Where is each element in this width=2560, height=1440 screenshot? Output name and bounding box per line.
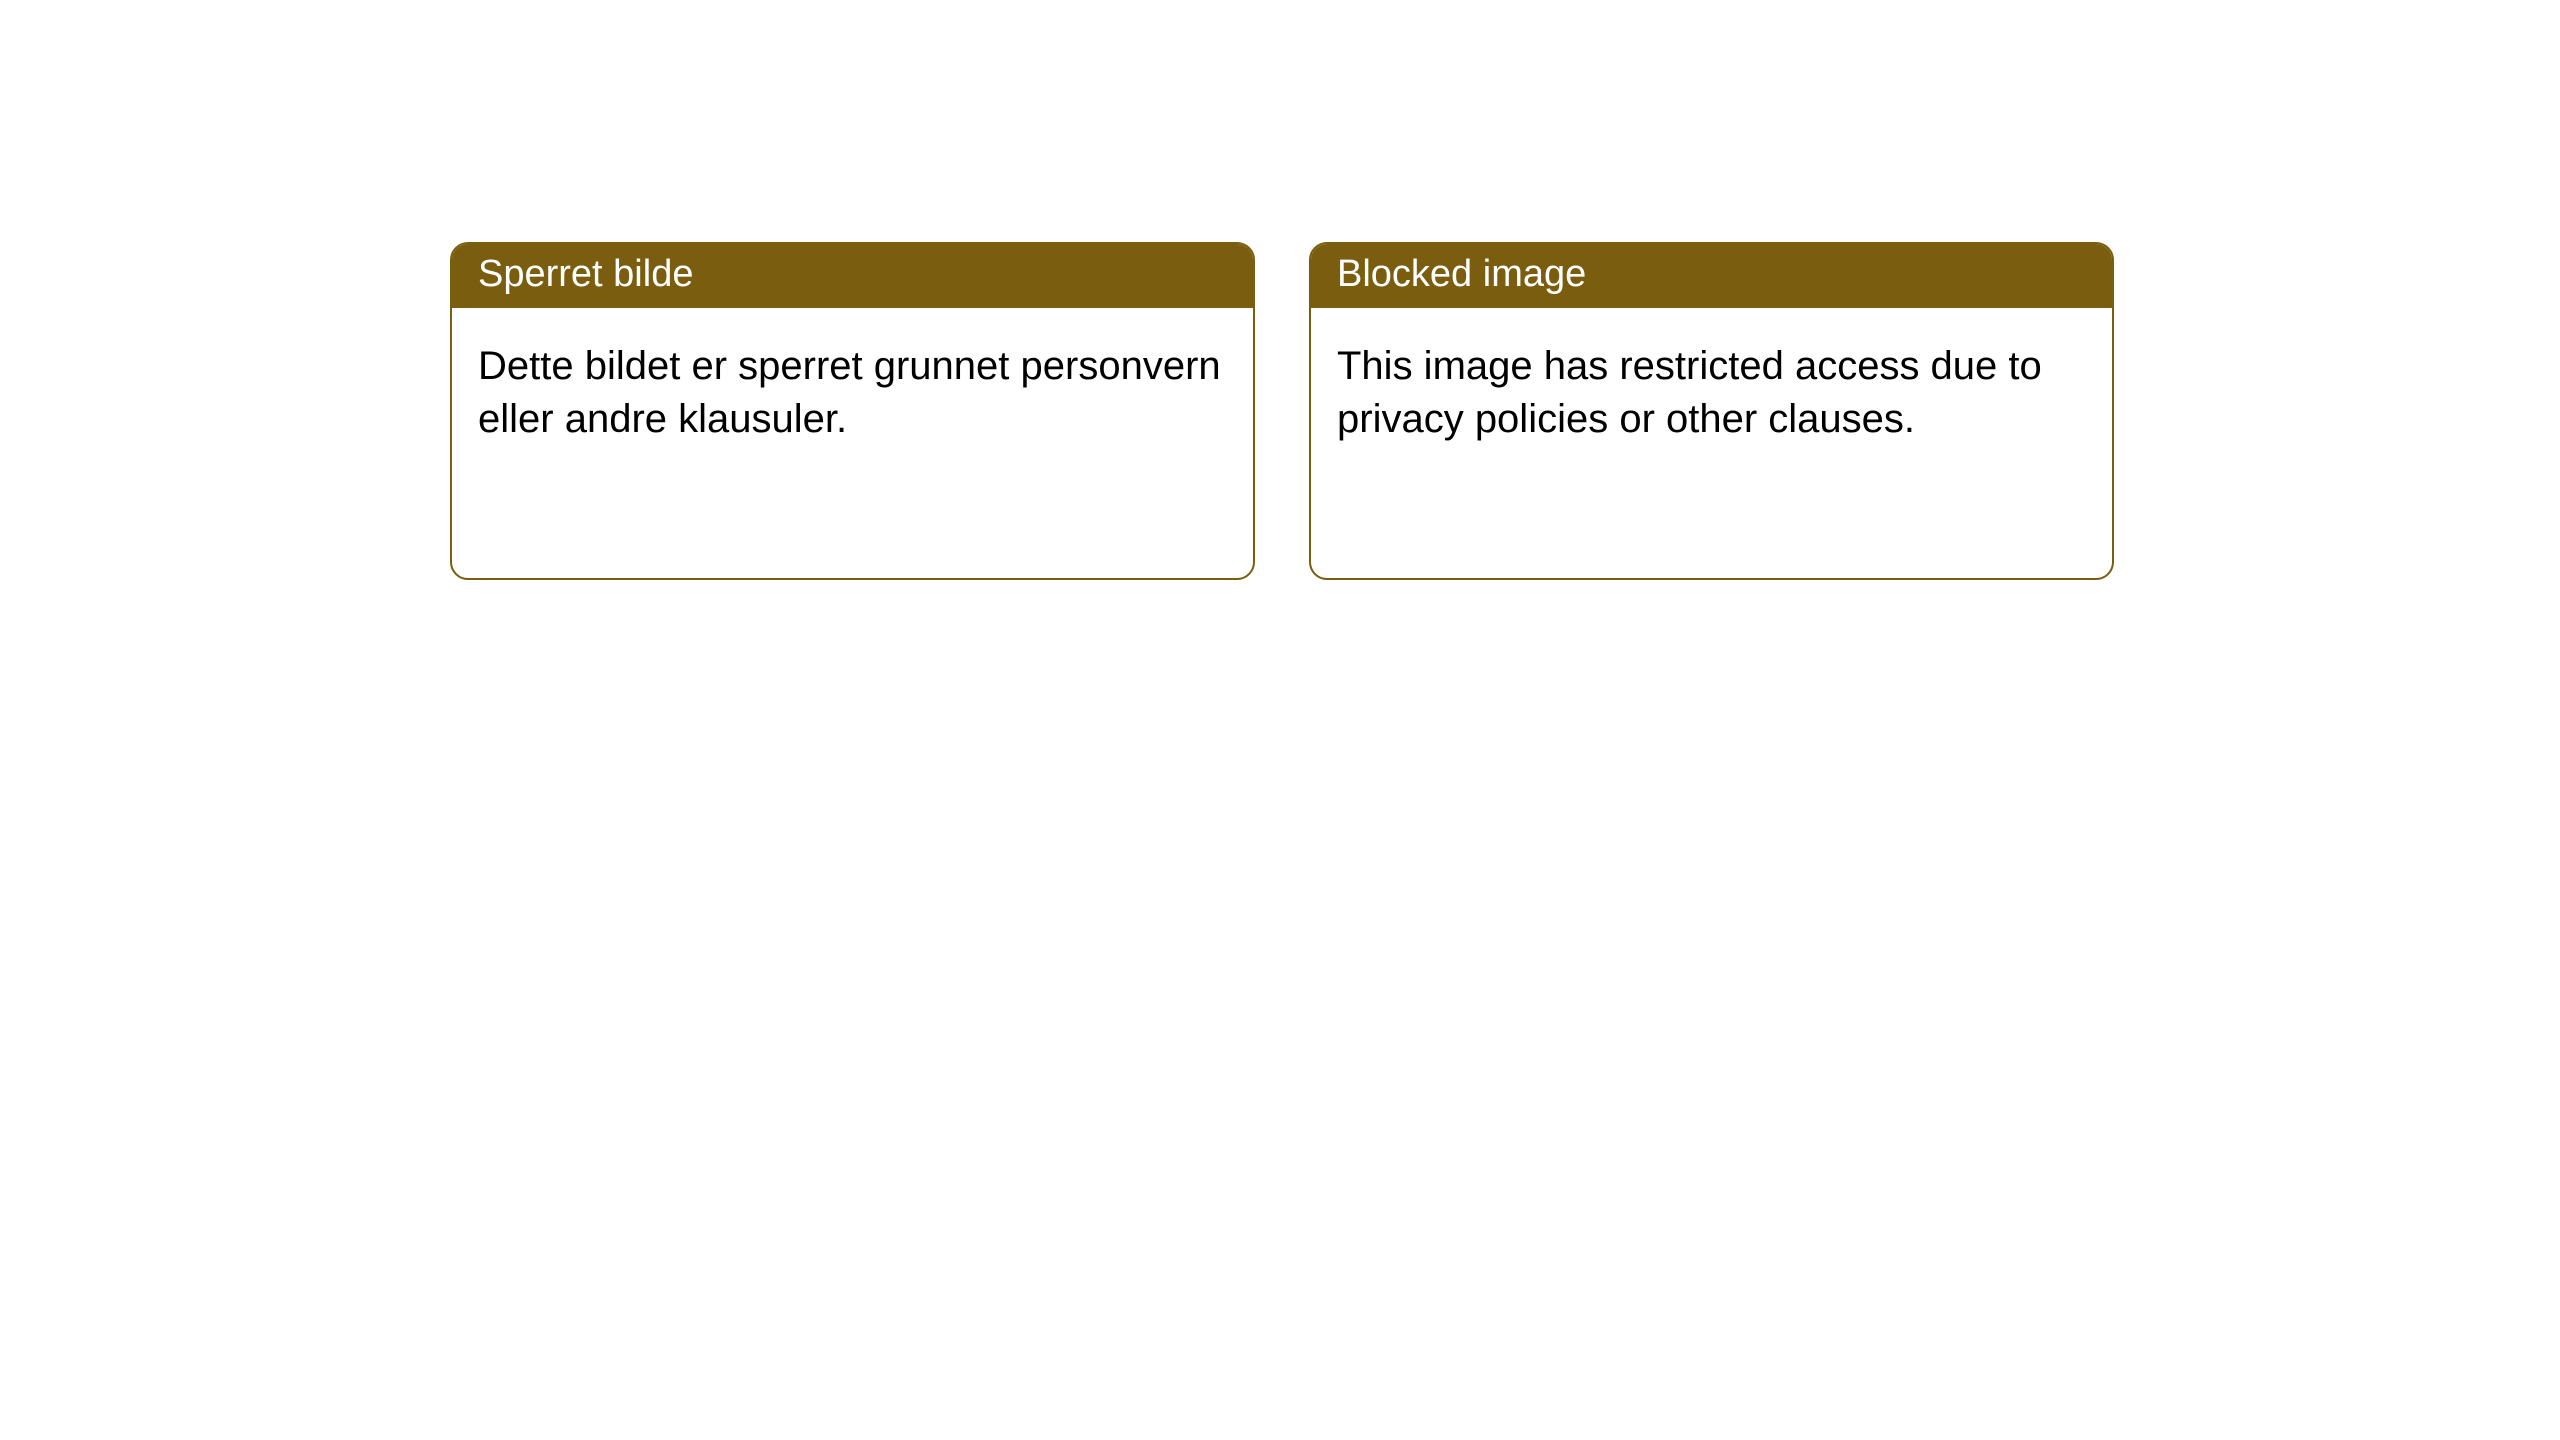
blocked-image-card-no: Sperret bilde Dette bildet er sperret gr…	[450, 242, 1255, 580]
cards-container: Sperret bilde Dette bildet er sperret gr…	[0, 0, 2560, 580]
card-body-no: Dette bildet er sperret grunnet personve…	[452, 308, 1253, 578]
card-body-en: This image has restricted access due to …	[1311, 308, 2112, 578]
card-header-no: Sperret bilde	[452, 244, 1253, 308]
card-header-en: Blocked image	[1311, 244, 2112, 308]
blocked-image-card-en: Blocked image This image has restricted …	[1309, 242, 2114, 580]
